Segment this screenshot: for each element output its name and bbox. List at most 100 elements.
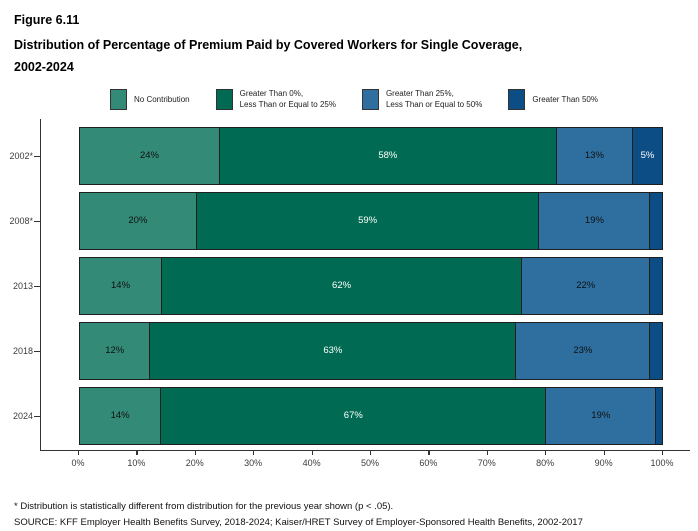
x-axis-tick-label: 20% bbox=[185, 457, 204, 468]
y-axis-tick bbox=[34, 350, 40, 352]
y-axis-year-label: 2002* bbox=[9, 150, 33, 161]
bar-row: 2002* 24% 58% 13% 5% bbox=[9, 126, 690, 185]
bar-segment: 63% bbox=[149, 322, 516, 379]
bar-segment-label: 20% bbox=[128, 215, 148, 227]
x-axis-tick-label: 60% bbox=[419, 457, 438, 468]
legend-swatch bbox=[508, 89, 526, 111]
y-axis-year-label: 2024 bbox=[12, 410, 33, 421]
legend-label: Greater Than 25%, Less Than or Equal to 5… bbox=[385, 89, 483, 109]
bar-segment: 22% bbox=[521, 257, 650, 314]
bar-row: 2024 14% 67% 19% bbox=[13, 386, 690, 445]
y-axis-tick bbox=[34, 285, 40, 287]
bar-segment-label: 19% bbox=[584, 215, 604, 227]
bar-segment-label: 5% bbox=[640, 150, 655, 162]
bar-segment-label: 23% bbox=[573, 345, 593, 357]
legend-swatch bbox=[110, 89, 127, 111]
legend-swatch bbox=[361, 89, 379, 111]
bar-segment-label: 59% bbox=[358, 215, 378, 227]
x-axis-tick bbox=[428, 450, 430, 455]
legend-label: Greater Than 0%, Less Than or Equal to 25… bbox=[239, 89, 336, 109]
bar-segment: 14% bbox=[80, 257, 162, 314]
x-axis-tick-label: 90% bbox=[594, 457, 613, 468]
bar-segment bbox=[649, 322, 662, 379]
stacked-bar: 20% 59% 19% bbox=[79, 191, 663, 250]
legend: No Contribution Greater Than 0%, Less Than… bbox=[0, 87, 698, 113]
stacked-bar: 24% 58% 13% 5% bbox=[79, 126, 663, 185]
figure-header: Figure 6.11 Distribution of Percentage o… bbox=[0, 0, 698, 79]
bar-row: 2018 12% 63% 23% bbox=[13, 321, 690, 380]
legend-label: No Contribution bbox=[134, 94, 190, 104]
bar-segment-label: 14% bbox=[110, 410, 130, 422]
footnote-source: SOURCE: KFF Employer Health Benefits Sur… bbox=[14, 516, 583, 528]
footnote-significance: * Distribution is statistically differen… bbox=[14, 500, 394, 512]
x-axis-tick bbox=[370, 450, 372, 455]
legend-item: No Contribution bbox=[110, 89, 190, 111]
x-axis-tick bbox=[194, 450, 196, 455]
stacked-bar: 12% 63% 23% bbox=[79, 321, 663, 380]
bar-segment: 24% bbox=[80, 127, 219, 184]
x-axis: 0% 10% 20% 30% 40% 50% 60% 70% 80% 90% 100% bbox=[40, 450, 690, 477]
bar-segment-label: 12% bbox=[105, 345, 125, 357]
legend-swatch bbox=[215, 89, 233, 111]
x-axis-tick-label: 70% bbox=[477, 457, 496, 468]
figure-title-line1: Distribution of Percentage of Premium Pa… bbox=[14, 38, 523, 52]
y-axis-tick bbox=[34, 155, 40, 157]
bar-segment-label: 63% bbox=[323, 345, 343, 357]
legend-label: Greater Than 50% bbox=[532, 94, 598, 104]
bar-segment-label: 67% bbox=[343, 410, 363, 422]
x-axis-tick-label: 50% bbox=[360, 457, 379, 468]
legend-item: Greater Than 50% bbox=[508, 89, 598, 111]
x-axis-tick bbox=[486, 450, 488, 455]
figure-title-line2: 2002-2024 bbox=[14, 59, 74, 74]
bar-segment: 19% bbox=[545, 387, 656, 444]
bar-segment-label: 22% bbox=[576, 280, 596, 292]
x-axis-tick-label: 30% bbox=[244, 457, 263, 468]
x-axis-tick-label: 40% bbox=[302, 457, 321, 468]
bar-segment: 58% bbox=[218, 127, 556, 184]
y-axis-year-label: 2013 bbox=[12, 280, 33, 291]
bar-row: 2013 14% 62% 22% bbox=[13, 256, 690, 315]
bar-segment-label: 13% bbox=[584, 150, 604, 162]
bar-segment: 5% bbox=[632, 127, 662, 184]
bar-segment bbox=[655, 387, 662, 444]
bar-segment bbox=[649, 257, 662, 314]
x-axis-tick bbox=[662, 450, 664, 455]
bar-segment: 12% bbox=[80, 322, 150, 379]
bar-segment-label: 24% bbox=[139, 150, 159, 162]
bar-segment-label: 58% bbox=[378, 150, 398, 162]
x-axis-tick-label: 10% bbox=[127, 457, 146, 468]
bar-segment: 19% bbox=[538, 192, 650, 249]
bar-row: 2008* 20% 59% 19% bbox=[9, 191, 690, 250]
y-axis-year-label: 2018 bbox=[12, 345, 33, 356]
bar-segment: 14% bbox=[80, 387, 161, 444]
x-axis-tick-label: 0% bbox=[71, 457, 85, 468]
x-axis-tick bbox=[78, 450, 80, 455]
figure-footnotes: * Distribution is statistically differen… bbox=[14, 499, 698, 531]
legend-item: Greater Than 25%, Less Than or Equal to 5… bbox=[361, 89, 483, 111]
x-axis-tick bbox=[545, 450, 547, 455]
x-axis-tick-label: 100% bbox=[650, 457, 674, 468]
x-axis-tick bbox=[253, 450, 255, 455]
y-axis-tick bbox=[34, 415, 40, 417]
x-axis-tick-label: 80% bbox=[536, 457, 555, 468]
bar-segment: 67% bbox=[160, 387, 546, 444]
stacked-bar: 14% 67% 19% bbox=[79, 386, 663, 445]
plot-panel: 2002* 24% 58% 13% 5% 2008* 20% 59% 19% 2013 14% 62%… bbox=[9, 118, 690, 451]
bar-segment: 59% bbox=[195, 192, 539, 249]
bar-segment: 23% bbox=[515, 322, 650, 379]
y-axis-tick bbox=[34, 220, 40, 222]
stacked-bar-chart: 2002* 24% 58% 13% 5% 2008* 20% 59% 19% 2013 14% 62%… bbox=[0, 118, 698, 477]
figure-title: Distribution of Percentage of Premium Pa… bbox=[14, 35, 684, 79]
bar-segment-label: 62% bbox=[332, 280, 352, 292]
x-axis-tick bbox=[603, 450, 605, 455]
x-axis-tick bbox=[136, 450, 138, 455]
bar-segment: 13% bbox=[555, 127, 633, 184]
bar-segment-label: 19% bbox=[591, 410, 611, 422]
bar-segment bbox=[649, 192, 662, 249]
x-axis-tick bbox=[311, 450, 313, 455]
legend-item: Greater Than 0%, Less Than or Equal to 25… bbox=[215, 89, 336, 111]
bar-segment: 62% bbox=[161, 257, 522, 314]
bar-segment-label: 14% bbox=[111, 280, 131, 292]
bar-segment: 20% bbox=[80, 192, 196, 249]
